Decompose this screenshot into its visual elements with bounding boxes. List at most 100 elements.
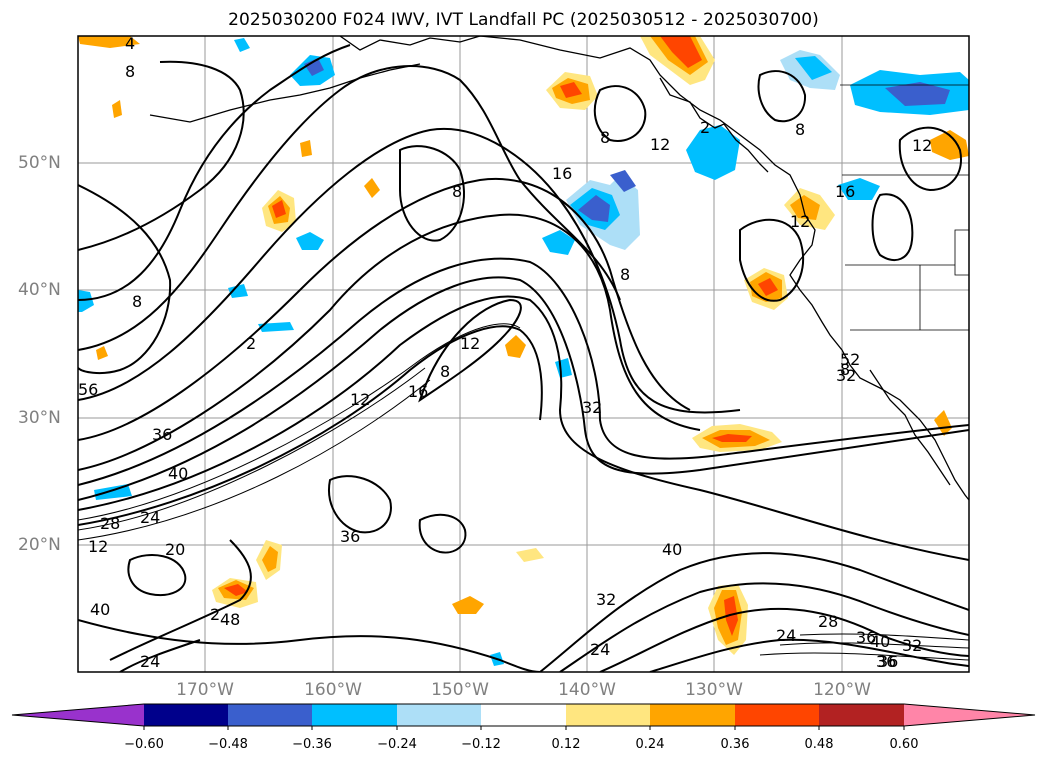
contour-line (739, 218, 805, 302)
contour-label: 28 (100, 514, 121, 533)
colorbar-tick-label: −0.36 (292, 737, 332, 752)
lat-label-50n: 50°N (18, 153, 61, 173)
contour-line (593, 85, 647, 142)
patch-positive (452, 596, 484, 614)
contour-line (78, 177, 691, 441)
contour-label: 40 (870, 632, 891, 651)
contour-label: 40 (662, 540, 683, 559)
colorbar-segment (481, 704, 566, 726)
contour-label: 12 (460, 334, 481, 353)
contour-label: 36 (876, 652, 897, 671)
contour-line (418, 513, 467, 554)
contour-label: 12 (790, 212, 811, 231)
contour-line (799, 633, 969, 641)
patch-positive (516, 548, 544, 562)
colorbar-tick-label: −0.60 (124, 737, 164, 752)
colorbar-segment (904, 704, 1035, 726)
colorbar-tick-label: −0.24 (377, 737, 417, 752)
filled-patches (78, 36, 969, 666)
lon-label-160w: 160°W (304, 680, 362, 700)
contour-label: 8 (132, 292, 143, 311)
contour-label: 56 (78, 380, 99, 399)
contour-label: 12 (650, 135, 671, 154)
map-area (78, 36, 969, 672)
patch-positive (300, 140, 312, 157)
lon-label-130w: 130°W (685, 680, 743, 700)
contour-label: 24 (776, 626, 797, 645)
patch-positive (724, 596, 738, 636)
patch-positive (660, 36, 702, 68)
colorbar-tick-label: 0.60 (889, 737, 919, 752)
lat-label-30n: 30°N (18, 408, 61, 428)
colorbar-segment (312, 704, 397, 726)
patch-negative (578, 195, 610, 222)
contour-line (78, 257, 969, 486)
contour-line (78, 184, 172, 375)
lat-label-40n: 40°N (18, 280, 61, 300)
baja (869, 369, 951, 486)
colorbar-segment (735, 704, 819, 726)
patch-negative (610, 170, 636, 192)
contour-line (78, 65, 621, 351)
lon-label-150w: 150°W (431, 680, 489, 700)
contour-label: 2 (210, 605, 221, 624)
patch-positive (112, 100, 122, 118)
contour-label: 12 (88, 537, 109, 556)
patch-negative (258, 322, 294, 332)
contour-line (119, 639, 201, 672)
contour-line (559, 582, 969, 672)
aleutians (149, 63, 421, 123)
contour-line (78, 379, 431, 541)
contour-label: 2 (700, 118, 711, 137)
patch-positive (224, 584, 248, 596)
state-borders (842, 174, 969, 331)
patch-negative (686, 125, 740, 180)
contour-label: 40 (168, 464, 189, 483)
contour-line (78, 325, 543, 526)
colorbar-tick-label: 0.24 (635, 737, 665, 752)
contour-line (779, 642, 969, 649)
contour-label: 8 (452, 182, 463, 201)
colorbar-segment (819, 704, 904, 726)
contour-label: 8 (600, 128, 611, 147)
colorbar-tick-label: −0.12 (461, 737, 501, 752)
contour-label: 24 (140, 652, 161, 671)
contour-line (539, 552, 969, 672)
patch-positive (262, 546, 278, 572)
contour-line (649, 638, 969, 672)
colorbar-segment (228, 704, 312, 726)
contour-label: 8 (125, 62, 136, 81)
patch-negative (885, 82, 950, 106)
contour-line (78, 60, 245, 251)
contour-line (399, 145, 465, 242)
patch-negative (838, 178, 880, 200)
contour-line (127, 554, 187, 596)
bc-islands (659, 77, 769, 173)
colorbar-segment (144, 704, 228, 726)
contour-line (78, 44, 351, 301)
colorbar (11, 703, 1036, 730)
contour-label: 12 (350, 390, 371, 409)
contour-label: 36 (152, 425, 173, 444)
map-title: 2025030200 F024 IWV, IVT Landfall PC (20… (228, 10, 819, 30)
contour-line (78, 367, 426, 531)
contour-label: 2 (246, 334, 257, 353)
iwv-contours (78, 44, 969, 672)
contour-line (109, 539, 252, 661)
contour-line (78, 127, 741, 414)
iwv-contours-thin (78, 323, 969, 661)
colorbar-tick-label: 0.48 (804, 737, 834, 752)
contour-label: 8 (440, 362, 451, 381)
contour-label: 8 (795, 120, 806, 139)
contour-label: 16 (552, 164, 573, 183)
contour-label: 20 (165, 540, 186, 559)
colorbar-tick-label: 0.36 (720, 737, 750, 752)
contour-line (759, 652, 969, 661)
coastlines (149, 36, 969, 501)
colorbar-tick-label: 0.12 (551, 737, 581, 752)
lon-label-140w: 140°W (558, 680, 616, 700)
contour-label: 8 (620, 265, 631, 284)
patch-positive (505, 335, 526, 358)
patch-negative (78, 290, 94, 312)
